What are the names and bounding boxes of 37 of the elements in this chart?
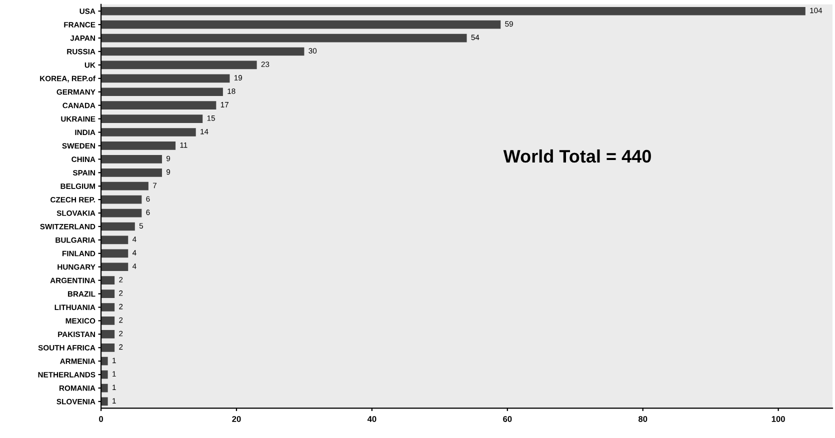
bar [101, 168, 162, 177]
bar [101, 370, 108, 379]
bar [101, 74, 230, 83]
bar [101, 195, 142, 204]
bar [101, 155, 162, 164]
bar [101, 128, 196, 136]
bar [101, 6, 806, 16]
bar [101, 114, 203, 123]
x-tick-label: 80 [638, 416, 648, 422]
bar [101, 290, 115, 298]
x-tick-label: 40 [367, 416, 376, 422]
bar [101, 330, 115, 338]
bar [101, 384, 108, 392]
x-tick-label: 20 [232, 416, 241, 422]
bar [101, 20, 501, 29]
bar [101, 316, 115, 325]
bar [101, 276, 115, 285]
x-tick-label: 0 [99, 416, 104, 422]
bar [101, 208, 142, 218]
annotation: World Total = 440 [503, 149, 651, 163]
bar [101, 34, 467, 42]
x-tick-label: 60 [503, 416, 512, 422]
x-tick-label: 100 [772, 416, 785, 422]
bar [101, 60, 257, 70]
bar [101, 249, 128, 258]
bar [101, 222, 135, 231]
bar [101, 101, 216, 110]
bar [101, 343, 115, 352]
bar [101, 142, 176, 150]
bar [101, 47, 304, 56]
bar [101, 356, 108, 366]
bar [101, 236, 128, 244]
bar [101, 88, 223, 96]
bar [101, 182, 148, 190]
bar [101, 262, 128, 272]
bar [101, 397, 108, 406]
bar [101, 303, 115, 312]
